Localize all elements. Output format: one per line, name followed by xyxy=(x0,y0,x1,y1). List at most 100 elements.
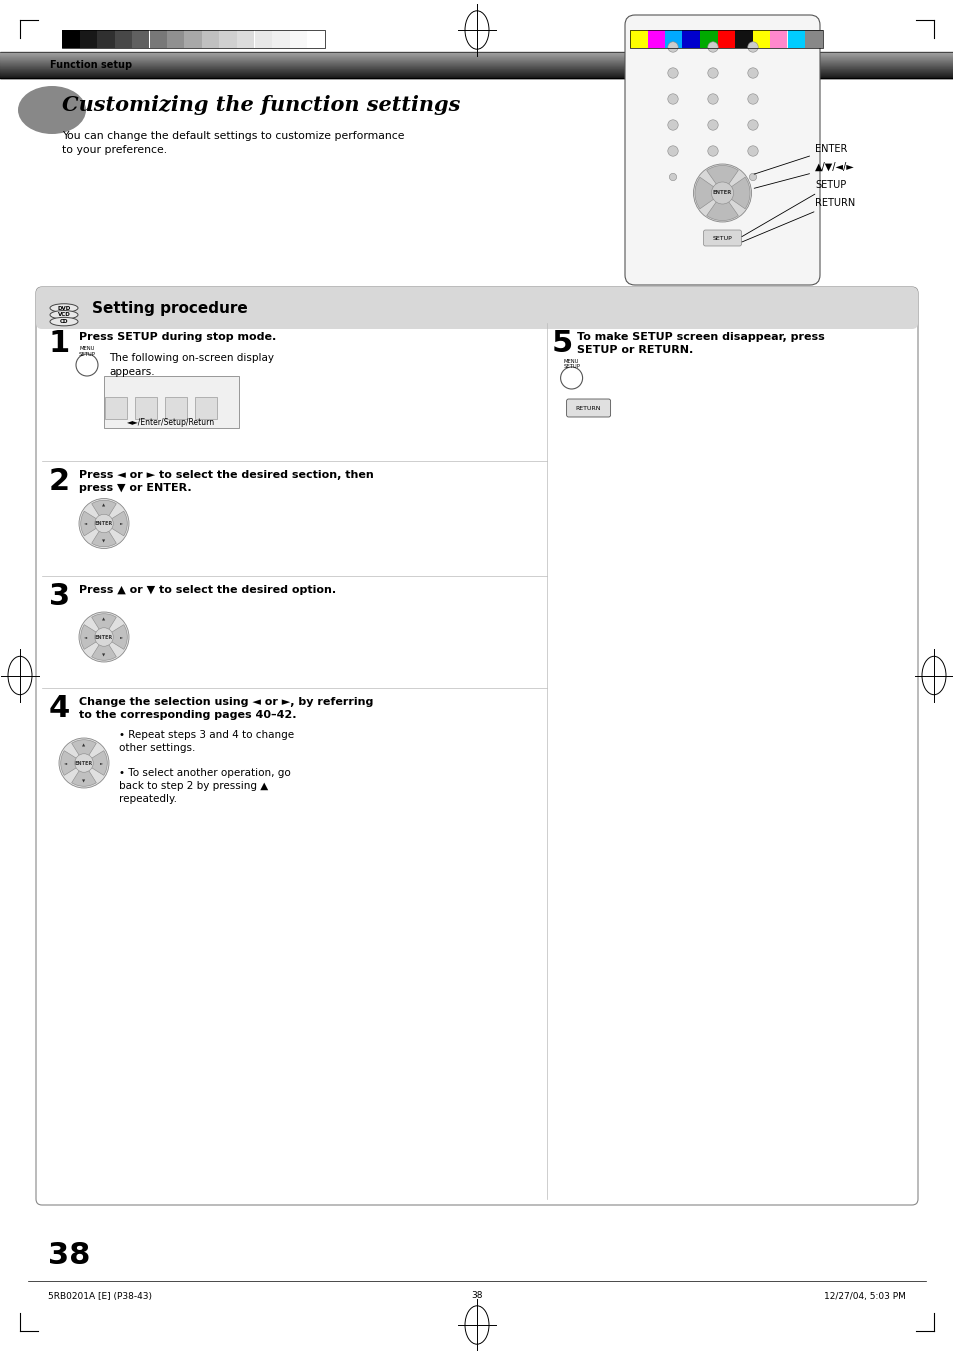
Bar xyxy=(62,30,324,49)
FancyBboxPatch shape xyxy=(566,399,610,417)
Circle shape xyxy=(667,120,678,130)
FancyBboxPatch shape xyxy=(194,397,216,419)
Wedge shape xyxy=(91,638,116,661)
Wedge shape xyxy=(706,165,738,193)
Circle shape xyxy=(747,42,758,53)
Circle shape xyxy=(94,515,113,532)
Text: VCD: VCD xyxy=(57,312,71,317)
Circle shape xyxy=(693,163,751,222)
Bar xyxy=(167,30,184,49)
Circle shape xyxy=(707,93,718,104)
FancyBboxPatch shape xyxy=(36,286,917,1205)
Circle shape xyxy=(76,354,98,376)
Text: ◄: ◄ xyxy=(85,635,88,639)
FancyBboxPatch shape xyxy=(135,397,157,419)
Wedge shape xyxy=(91,500,116,523)
Bar xyxy=(629,30,821,49)
Text: 38: 38 xyxy=(48,1242,91,1270)
Wedge shape xyxy=(84,751,107,775)
Text: Press ▲ or ▼ to select the desired option.: Press ▲ or ▼ to select the desired optio… xyxy=(79,585,335,594)
Circle shape xyxy=(707,68,718,78)
Text: ▼: ▼ xyxy=(102,539,106,543)
Text: ◄: ◄ xyxy=(65,761,68,765)
Text: MENU
SETUP: MENU SETUP xyxy=(78,346,95,357)
Wedge shape xyxy=(706,193,738,220)
Text: 2: 2 xyxy=(49,467,71,496)
Ellipse shape xyxy=(18,86,86,134)
Text: RETURN: RETURN xyxy=(576,405,600,411)
Circle shape xyxy=(79,499,129,549)
Text: ▲: ▲ xyxy=(102,617,106,621)
Bar xyxy=(97,30,114,49)
Wedge shape xyxy=(721,177,749,209)
Text: ►: ► xyxy=(120,635,124,639)
Text: ◄: ◄ xyxy=(85,521,88,526)
Wedge shape xyxy=(61,751,84,775)
Circle shape xyxy=(748,173,756,181)
Bar xyxy=(629,30,647,49)
Bar xyxy=(44,308,909,323)
Text: ▲: ▲ xyxy=(102,504,106,508)
Text: ENTER: ENTER xyxy=(95,635,113,639)
Bar xyxy=(202,30,219,49)
Wedge shape xyxy=(71,763,96,786)
Circle shape xyxy=(667,146,678,157)
Wedge shape xyxy=(91,523,116,547)
Bar xyxy=(219,30,236,49)
Text: The following on-screen display
appears.: The following on-screen display appears. xyxy=(109,353,274,377)
Text: MENU
SETUP: MENU SETUP xyxy=(562,359,579,370)
Circle shape xyxy=(747,93,758,104)
Circle shape xyxy=(707,42,718,53)
Text: DVD: DVD xyxy=(57,305,71,311)
Wedge shape xyxy=(71,740,96,763)
Text: ▲/▼/◄/►: ▲/▼/◄/► xyxy=(754,162,854,188)
Circle shape xyxy=(669,173,676,181)
Bar xyxy=(114,30,132,49)
Text: 1: 1 xyxy=(49,330,71,358)
Text: Function setup: Function setup xyxy=(50,59,132,70)
Bar xyxy=(752,30,769,49)
Text: ENTER: ENTER xyxy=(754,145,846,174)
Wedge shape xyxy=(81,624,104,650)
Text: 3: 3 xyxy=(49,582,71,611)
Bar xyxy=(769,30,786,49)
Text: ◄►/Enter/Setup/Return: ◄►/Enter/Setup/Return xyxy=(128,417,215,427)
Text: SETUP: SETUP xyxy=(712,235,732,240)
FancyBboxPatch shape xyxy=(624,15,820,285)
Circle shape xyxy=(667,68,678,78)
Text: Customizing the function settings: Customizing the function settings xyxy=(62,95,460,115)
Circle shape xyxy=(747,68,758,78)
Wedge shape xyxy=(104,624,127,650)
Circle shape xyxy=(707,120,718,130)
FancyBboxPatch shape xyxy=(165,397,187,419)
FancyBboxPatch shape xyxy=(105,397,127,419)
Bar xyxy=(272,30,289,49)
Bar xyxy=(717,30,734,49)
Text: • Repeat steps 3 and 4 to change
other settings.: • Repeat steps 3 and 4 to change other s… xyxy=(119,730,294,754)
FancyBboxPatch shape xyxy=(702,230,740,246)
Text: Change the selection using ◄ or ►, by referring
to the corresponding pages 40–42: Change the selection using ◄ or ►, by re… xyxy=(79,697,373,720)
Bar xyxy=(647,30,664,49)
Text: RETURN: RETURN xyxy=(741,199,854,242)
Text: • To select another operation, go
back to step 2 by pressing ▲
repeatedly.: • To select another operation, go back t… xyxy=(119,767,291,804)
Wedge shape xyxy=(91,613,116,638)
Bar xyxy=(184,30,202,49)
Bar xyxy=(289,30,307,49)
Text: ENTER: ENTER xyxy=(75,761,93,766)
Bar xyxy=(307,30,324,49)
Bar xyxy=(254,30,272,49)
Text: ▼: ▼ xyxy=(82,780,86,784)
Text: ENTER: ENTER xyxy=(95,521,113,526)
Bar xyxy=(734,30,752,49)
Circle shape xyxy=(667,93,678,104)
Wedge shape xyxy=(81,511,104,536)
Wedge shape xyxy=(104,511,127,536)
Bar xyxy=(62,30,79,49)
Text: 4: 4 xyxy=(49,694,71,723)
Text: Press ◄ or ► to select the desired section, then
press ▼ or ENTER.: Press ◄ or ► to select the desired secti… xyxy=(79,470,374,493)
Bar xyxy=(664,30,681,49)
Text: ▲: ▲ xyxy=(82,743,86,747)
Bar xyxy=(104,376,239,428)
Circle shape xyxy=(707,146,718,157)
Text: SETUP: SETUP xyxy=(741,180,845,236)
